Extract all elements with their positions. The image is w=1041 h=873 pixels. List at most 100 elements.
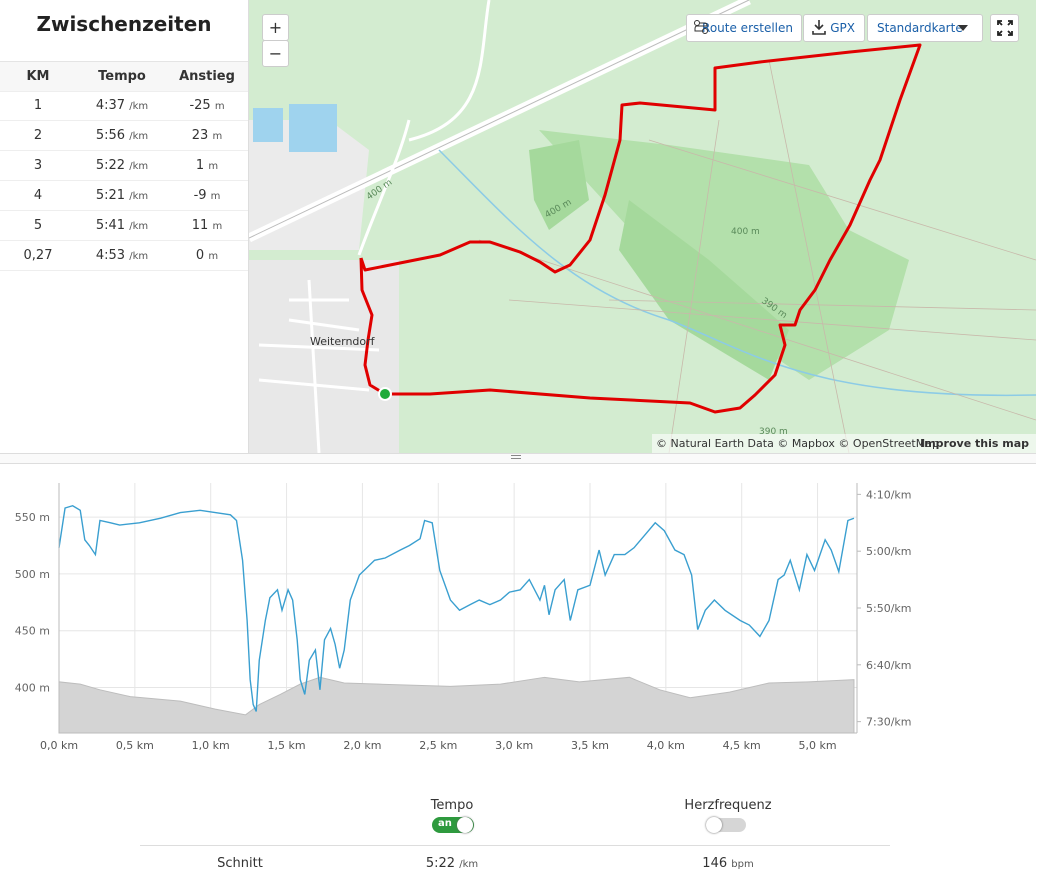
toggle-knob bbox=[457, 817, 473, 833]
split-km: 2 bbox=[33, 128, 43, 143]
tempo-toggle-state: an bbox=[438, 818, 452, 829]
split-row: 4 5:21 /km -9 m bbox=[0, 181, 248, 211]
split-climb: 0 m bbox=[166, 248, 248, 263]
grid bbox=[58, 483, 857, 733]
y-tick-label: 450 m bbox=[15, 625, 50, 638]
split-tempo: 5:41 /km bbox=[80, 218, 164, 233]
y2-tick-label: 7:30/km bbox=[866, 716, 912, 729]
split-climb-unit: m bbox=[212, 221, 223, 232]
split-row: 3 5:22 /km 1 m bbox=[0, 151, 248, 181]
split-km: 4 bbox=[33, 188, 43, 203]
download-icon bbox=[812, 20, 826, 35]
split-tempo-unit: /km bbox=[129, 251, 149, 262]
split-climb-unit: m bbox=[214, 101, 225, 112]
tempo-toggle-label: Tempo bbox=[430, 798, 474, 813]
stat-hr-unit: bpm bbox=[731, 859, 754, 870]
y2-tick-label: 6:40/km bbox=[866, 659, 912, 672]
split-tempo-unit: /km bbox=[129, 131, 149, 142]
split-tempo-unit: /km bbox=[129, 161, 149, 172]
map-style-label: Standardkarte bbox=[877, 21, 963, 35]
split-climb-value: 1 bbox=[195, 158, 205, 173]
split-climb-value: -25 bbox=[189, 98, 211, 113]
split-tempo-value: 5:22 bbox=[95, 158, 126, 173]
split-km: 5 bbox=[33, 218, 43, 233]
x-tick-label: 1,5 km bbox=[268, 739, 306, 752]
separator bbox=[140, 845, 890, 846]
split-tempo: 5:56 /km bbox=[80, 128, 164, 143]
contour-label: 400 m bbox=[731, 227, 760, 237]
route-button[interactable]: Route erstellen bbox=[686, 14, 802, 42]
y-tick-label: 400 m bbox=[15, 682, 50, 695]
split-tempo-unit: /km bbox=[129, 101, 149, 112]
x-tick-label: 4,5 km bbox=[723, 739, 761, 752]
x-tick-label: 0,5 km bbox=[116, 739, 154, 752]
split-row: 5 5:41 /km 11 m bbox=[0, 211, 248, 241]
split-tempo-value: 5:56 bbox=[95, 128, 126, 143]
heart-toggle-label: Herzfrequenz bbox=[684, 798, 772, 813]
x-tick-label: 3,5 km bbox=[571, 739, 609, 752]
split-tempo-unit: /km bbox=[129, 221, 149, 232]
y-tick-label: 500 m bbox=[15, 568, 50, 581]
fullscreen-button[interactable] bbox=[990, 14, 1019, 42]
place-label: Weiterndorf bbox=[310, 335, 376, 348]
split-tempo: 5:21 /km bbox=[80, 188, 164, 203]
split-climb-unit: m bbox=[208, 161, 219, 172]
y-tick-label: 550 m bbox=[15, 511, 50, 524]
split-tempo-value: 4:53 bbox=[95, 248, 126, 263]
route-icon bbox=[694, 20, 708, 34]
stat-hr-value: 146 bbox=[702, 856, 728, 871]
x-tick-label: 3,0 km bbox=[495, 739, 533, 752]
stat-hr: 146 bpm bbox=[668, 856, 788, 871]
splits-title: Zwischenzeiten bbox=[36, 12, 212, 36]
split-km: 1 bbox=[33, 98, 43, 113]
split-km: 3 bbox=[33, 158, 43, 173]
splits-header: KM Tempo Anstieg bbox=[0, 61, 248, 92]
y2-tick-label: 5:00/km bbox=[866, 545, 912, 558]
split-climb: 23 m bbox=[166, 128, 248, 143]
header-cell: Anstieg bbox=[179, 69, 235, 84]
map[interactable]: Weiterndorf 400 m 400 m 400 m 390 m 390 … bbox=[249, 0, 1036, 453]
split-climb-value: -9 bbox=[193, 188, 207, 203]
x-tick-label: 5,0 km bbox=[799, 739, 837, 752]
stat-tempo-unit: /km bbox=[459, 859, 479, 870]
split-tempo-value: 5:21 bbox=[95, 188, 126, 203]
splits-panel: Zwischenzeiten KM Tempo Anstieg 1 4:37 /k… bbox=[0, 0, 249, 453]
split-climb-value: 23 bbox=[191, 128, 209, 143]
x-tick-label: 2,5 km bbox=[419, 739, 457, 752]
resize-bar[interactable] bbox=[0, 453, 1036, 464]
stat-tempo-value: 5:22 bbox=[425, 856, 456, 871]
route-label: Route erstellen bbox=[702, 21, 793, 35]
fullscreen-icon bbox=[997, 20, 1013, 36]
split-climb-value: 11 bbox=[191, 218, 209, 233]
zoom-in[interactable]: + bbox=[262, 14, 289, 41]
header-cell: KM bbox=[26, 69, 50, 84]
split-tempo-unit: /km bbox=[129, 191, 149, 202]
stat-tempo: 5:22 /km bbox=[400, 856, 504, 871]
y2-tick-label: 5:50/km bbox=[866, 602, 912, 615]
split-climb: -25 m bbox=[166, 98, 248, 113]
pace-line bbox=[58, 504, 855, 712]
gpx-label: GPX bbox=[830, 21, 855, 35]
contour-label: 390 m bbox=[759, 427, 788, 437]
split-climb-value: 0 bbox=[195, 248, 205, 263]
split-climb: 1 m bbox=[166, 158, 248, 173]
split-climb-unit: m bbox=[208, 251, 219, 262]
split-climb: -9 m bbox=[166, 188, 248, 203]
gpx-button[interactable]: GPX bbox=[803, 14, 865, 42]
attribution: © Natural Earth Data © Mapbox © OpenStre… bbox=[656, 437, 939, 450]
x-tick-label: 0,0 km bbox=[40, 739, 78, 752]
zoom-out[interactable]: − bbox=[262, 40, 289, 67]
split-climb-unit: m bbox=[210, 191, 221, 202]
y2-tick-label: 4:10/km bbox=[866, 488, 912, 501]
resize-handle bbox=[511, 455, 521, 456]
split-tempo: 4:53 /km bbox=[80, 248, 164, 263]
split-row: 0,27 4:53 /km 0 m bbox=[0, 241, 248, 271]
split-tempo-value: 4:37 bbox=[95, 98, 126, 113]
improve-link[interactable]: Improve this map bbox=[920, 437, 1029, 450]
dropdown-caret bbox=[958, 25, 968, 31]
split-km: 0,27 bbox=[23, 248, 53, 263]
split-tempo-value: 5:41 bbox=[95, 218, 126, 233]
toggle-knob bbox=[706, 817, 722, 833]
elevation-area bbox=[58, 676, 855, 734]
